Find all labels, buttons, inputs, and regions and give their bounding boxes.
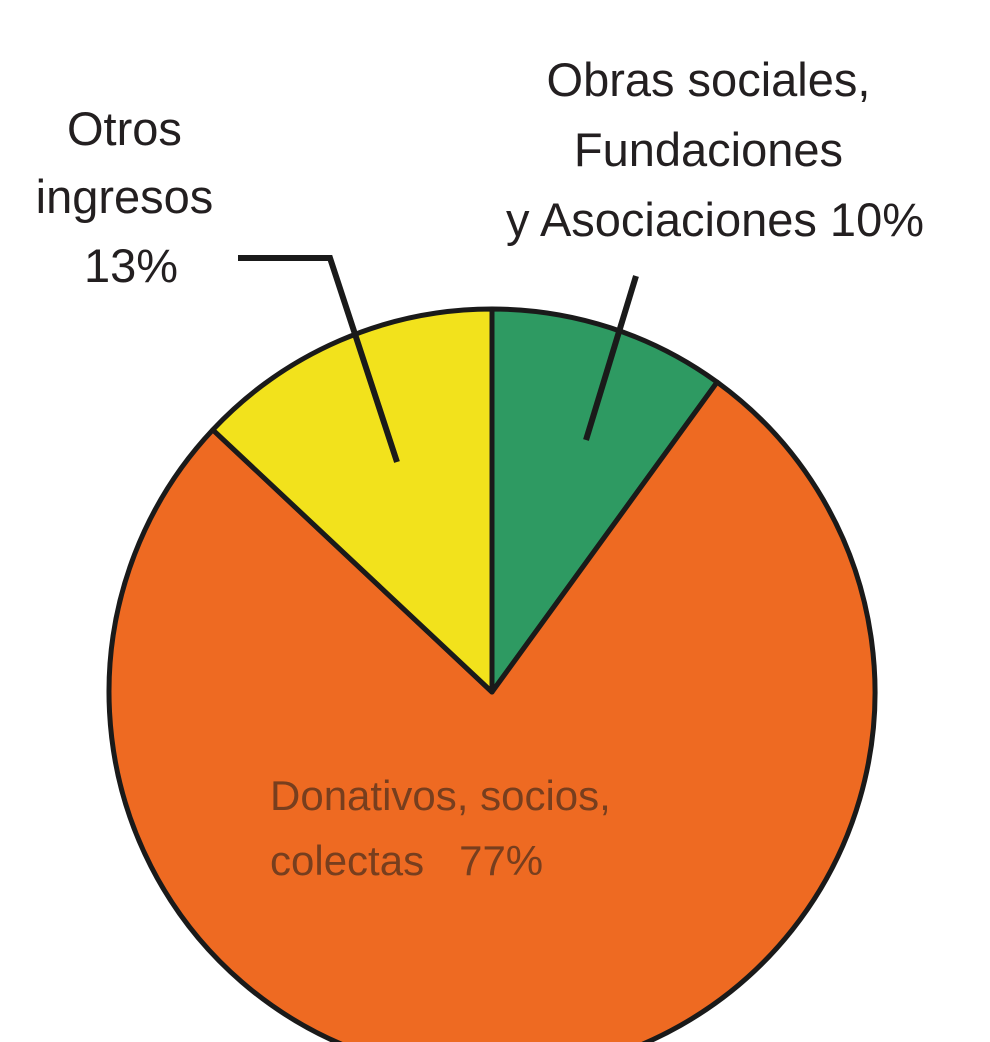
label-obras-line-3: y Asociaciones 10% (506, 193, 924, 246)
label-donativos: Donativos, socios, colectas 77% (270, 772, 623, 884)
label-donativos-line-2: colectas 77% (270, 837, 543, 884)
label-otros-line-2: ingresos (36, 170, 214, 223)
label-otros: Otros ingresos 13% (36, 102, 227, 292)
pie-slices (106, 306, 878, 1042)
pie-slice-obras-sociales (489, 306, 720, 695)
label-donativos-line-1: Donativos, socios, (270, 772, 611, 819)
label-obras: Obras sociales, Fundaciones y Asociacion… (506, 53, 924, 246)
pie-slice-donativos (106, 379, 878, 1042)
pie-slice-otros-ingresos (210, 306, 495, 695)
label-otros-line-1: Otros (67, 102, 182, 155)
label-otros-line-3: 13% (84, 239, 178, 292)
leader-lines (238, 255, 639, 463)
leader-line-otros (238, 255, 400, 463)
label-obras-line-1: Obras sociales, (547, 53, 871, 106)
label-obras-line-2: Fundaciones (574, 123, 843, 176)
leader-line-obras (583, 275, 639, 441)
